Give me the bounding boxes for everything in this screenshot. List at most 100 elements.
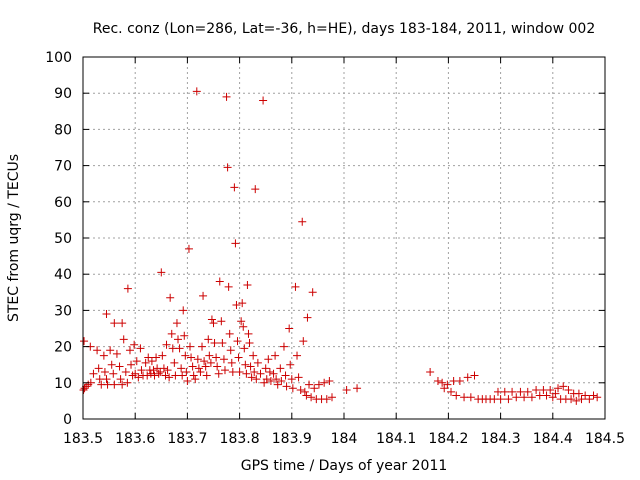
x-tick-label: 184.1	[376, 431, 416, 447]
data-point	[262, 375, 271, 384]
y-tick-label: 60	[54, 195, 72, 211]
data-point	[100, 367, 109, 376]
data-point	[266, 376, 275, 385]
data-point	[110, 380, 119, 389]
data-point	[269, 369, 278, 378]
data-point	[252, 375, 261, 384]
data-point	[152, 353, 161, 362]
data-point	[209, 319, 218, 328]
data-point	[261, 364, 270, 373]
data-point	[256, 369, 265, 378]
y-tick-label: 50	[54, 231, 72, 247]
data-point	[172, 319, 181, 328]
data-point	[157, 268, 166, 277]
y-tick-label: 90	[54, 86, 72, 102]
data-point	[310, 384, 319, 393]
data-point	[136, 344, 145, 353]
data-point	[183, 376, 192, 385]
data-point	[353, 384, 362, 393]
data-point	[182, 367, 191, 376]
data-point	[496, 395, 505, 404]
data-point	[99, 351, 108, 360]
data-point	[215, 277, 224, 286]
x-tick-label: 184.3	[481, 431, 521, 447]
data-point	[115, 362, 124, 371]
data-point	[179, 306, 188, 315]
data-point	[220, 366, 229, 375]
data-point	[426, 367, 435, 376]
data-point	[200, 357, 209, 366]
data-point	[125, 346, 134, 355]
data-point	[237, 317, 246, 326]
data-point	[539, 386, 548, 395]
data-point	[325, 376, 334, 385]
data-point	[118, 319, 127, 328]
data-point	[327, 393, 336, 402]
data-point	[188, 362, 197, 371]
data-point	[455, 376, 464, 385]
data-point	[276, 364, 285, 373]
data-point	[286, 360, 295, 369]
data-point	[147, 357, 156, 366]
data-point	[314, 380, 323, 389]
x-tick-label: 184.2	[428, 431, 468, 447]
data-point	[217, 317, 226, 326]
data-point	[470, 371, 479, 380]
y-tick-label: 30	[54, 303, 72, 319]
data-point	[184, 244, 193, 253]
data-point	[251, 185, 260, 194]
data-point	[80, 337, 89, 346]
data-point	[282, 382, 291, 391]
data-point	[593, 393, 602, 402]
data-point	[213, 362, 222, 371]
data-point	[175, 344, 184, 353]
data-point	[116, 375, 125, 384]
data-point	[452, 391, 461, 400]
data-point	[230, 183, 239, 192]
data-point	[204, 335, 213, 344]
grid	[83, 57, 605, 419]
data-point	[162, 340, 171, 349]
x-tick-label: 183.6	[115, 431, 155, 447]
data-point	[199, 291, 208, 300]
data-point	[178, 371, 187, 380]
data-point	[194, 364, 203, 373]
data-point	[214, 369, 223, 378]
data-point	[298, 217, 307, 226]
data-point	[307, 393, 316, 402]
y-tick-labels: 0 10 20 30 40 50 60 70 80 90 100	[45, 50, 72, 428]
data-point	[170, 358, 179, 367]
data-point	[132, 357, 141, 366]
y-tick-label: 20	[54, 340, 72, 356]
data-point	[163, 366, 172, 375]
data-point	[174, 335, 183, 344]
data-point	[187, 353, 196, 362]
data-point	[80, 384, 89, 393]
data-point	[512, 393, 521, 402]
chart-title: Rec. conz (Lon=286, Lat=-36, h=HE), days…	[93, 21, 595, 37]
data-point	[121, 367, 130, 376]
data-point	[577, 395, 586, 404]
data-point	[234, 353, 243, 362]
data-point	[219, 355, 228, 364]
data-point	[93, 346, 102, 355]
data-point	[103, 380, 112, 389]
data-point	[466, 393, 475, 402]
data-point	[158, 351, 167, 360]
data-point	[303, 313, 312, 322]
data-point	[165, 373, 174, 382]
data-point	[279, 342, 288, 351]
x-axis-label: GPS time / Days of year 2011	[241, 458, 448, 474]
data-point	[527, 393, 536, 402]
data-point	[443, 380, 452, 389]
data-point	[564, 386, 573, 395]
data-point	[554, 384, 563, 393]
x-tick-label: 184	[331, 431, 358, 447]
data-point	[272, 375, 281, 384]
data-point	[225, 329, 234, 338]
data-point	[102, 375, 111, 384]
data-point	[207, 315, 216, 324]
data-point	[212, 353, 221, 362]
data-point	[463, 373, 472, 382]
